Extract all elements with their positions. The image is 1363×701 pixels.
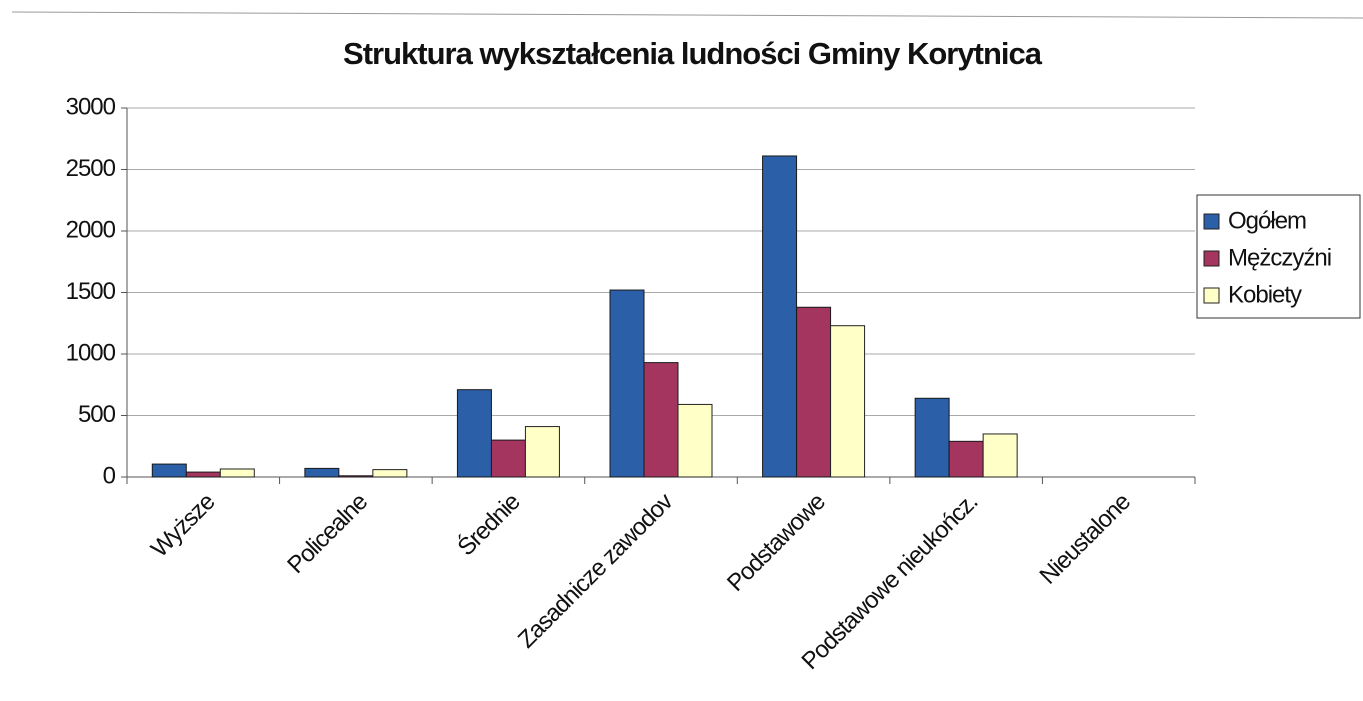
y-tick-label: 3000 <box>66 93 116 120</box>
legend-label: Kobiety <box>1228 281 1302 308</box>
bar <box>914 397 950 478</box>
x-tick-label: Nieustalone <box>1035 488 1136 589</box>
x-tick-label: Podstawowe <box>722 488 831 597</box>
border <box>11 11 1363 19</box>
legend-label: Ogółem <box>1228 207 1306 234</box>
x-tick-label: Podstawowe nieukończ. <box>797 489 983 675</box>
bar <box>948 440 984 478</box>
legend-swatch <box>1203 213 1220 230</box>
legend-box <box>1196 194 1361 319</box>
x-tick-label: Zasadnicze zawodov <box>513 488 679 654</box>
bar <box>304 467 340 478</box>
y-tick-label: 2000 <box>66 216 116 243</box>
bar <box>219 468 255 478</box>
bar <box>456 389 492 478</box>
bar <box>372 469 408 478</box>
y-tick-label: 1000 <box>66 339 116 366</box>
bar <box>490 439 526 478</box>
x-tick-label: Średnie <box>452 487 526 561</box>
bar <box>982 433 1018 478</box>
y-tick-label: 0 <box>103 462 116 489</box>
legend-label: Mężczyźni <box>1228 244 1331 271</box>
bar <box>524 426 560 478</box>
y-tick-label: 2500 <box>66 155 116 182</box>
bar <box>185 471 221 478</box>
bar <box>830 325 866 478</box>
bar <box>677 403 713 478</box>
bar <box>338 475 374 478</box>
bar <box>151 463 187 478</box>
bar <box>643 362 679 478</box>
legend-swatch <box>1203 287 1220 304</box>
y-tick-label: 500 <box>78 401 116 428</box>
bar <box>609 289 645 478</box>
bar <box>762 155 798 478</box>
y-tick-label: 1500 <box>66 278 116 305</box>
bar <box>796 306 832 478</box>
x-tick-label: Wyższe <box>146 488 221 563</box>
chart-title: Struktura wykształcenia ludności Gminy K… <box>343 36 1043 71</box>
x-tick-label: Policealne <box>282 488 373 579</box>
legend-swatch <box>1203 250 1220 267</box>
